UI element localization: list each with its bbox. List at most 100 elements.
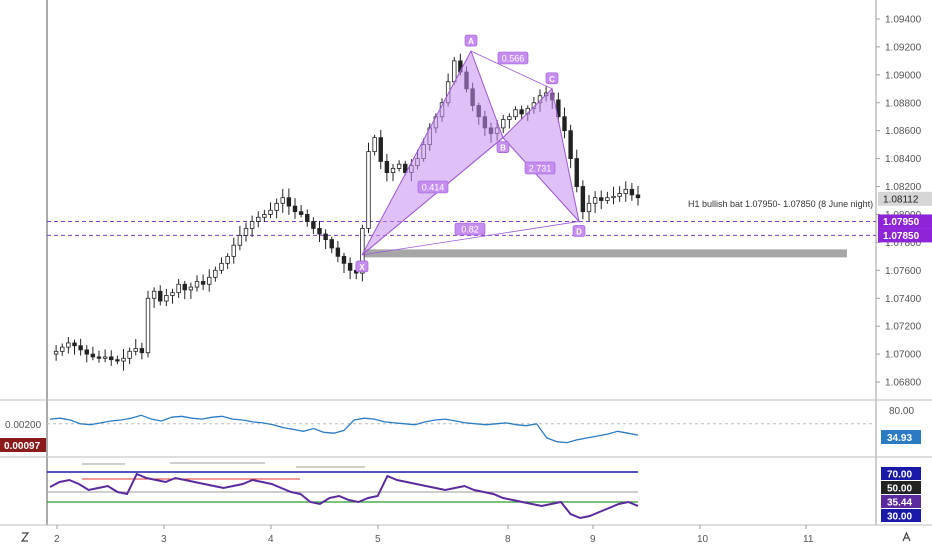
candle-up [188, 286, 194, 291]
candle-down [556, 99, 561, 118]
ind1-left-tag [0, 438, 46, 452]
candle [84, 345, 89, 363]
candle [188, 282, 194, 299]
price-tick-label: 1.06800 [885, 378, 922, 389]
time-tick-label: 10 [697, 534, 709, 545]
candle [225, 253, 230, 270]
candle-down [335, 247, 341, 257]
candle [507, 113, 512, 129]
candle [72, 339, 77, 355]
candle-up [53, 350, 59, 355]
level-lines [47, 220, 876, 236]
timezone-icon[interactable] [20, 532, 30, 542]
candle [145, 290, 151, 358]
candle-up [207, 276, 212, 285]
candle [237, 225, 243, 251]
candle [243, 222, 249, 242]
candle-up [237, 235, 243, 246]
point-label-a: A [464, 34, 478, 47]
time-tick-label: 8 [505, 534, 511, 545]
auto-scale-icon[interactable] [902, 531, 911, 542]
ind1-line [49, 414, 639, 444]
ratio-label-bg [417, 180, 449, 194]
candle [127, 347, 132, 365]
ratio-label-text: 2.731 [529, 164, 552, 174]
candle [164, 288, 169, 307]
candle-down [182, 283, 187, 291]
candle-down [635, 194, 641, 199]
candle [347, 257, 353, 280]
level-price-text: 1.07850 [883, 231, 920, 242]
candle [629, 183, 635, 201]
point-label-text: C [549, 75, 555, 84]
candle-up [145, 297, 151, 354]
candle-up [60, 346, 65, 352]
point-label-bg [355, 260, 369, 273]
point-label-bg [545, 72, 559, 85]
price-tick-label: 1.09400 [885, 14, 922, 25]
support-zone-rect [362, 249, 847, 258]
ratio-label: 0.414 [417, 180, 449, 194]
ratio-label-bg [454, 222, 486, 236]
candle [617, 186, 622, 202]
candle [305, 209, 310, 227]
candle [90, 346, 96, 361]
time-tick-label: 9 [590, 534, 596, 545]
ratio-label-text: 0.566 [502, 54, 525, 64]
candle [115, 355, 120, 365]
candle-up [396, 163, 402, 169]
candle [329, 236, 334, 254]
candle-down [562, 116, 567, 132]
candle-up [249, 221, 255, 229]
candle [78, 338, 83, 356]
candle [311, 217, 316, 234]
candle [268, 202, 273, 219]
price-tick-label: 1.07000 [885, 350, 922, 361]
candle-down [519, 109, 524, 115]
candle-down [115, 359, 120, 362]
candle-down [599, 197, 604, 201]
candle [256, 211, 261, 228]
ind1-value-text: 34.93 [887, 433, 912, 444]
candle [182, 280, 187, 300]
time-axis: 2 3 4 5 8 9 10 11 [54, 525, 814, 545]
level-price-text: 1.07950 [883, 217, 920, 228]
candle-up [102, 356, 108, 359]
candle-down [580, 186, 586, 213]
price-tick-label: 1.07400 [885, 294, 922, 305]
pattern-line-ac [470, 50, 553, 90]
candle-up [231, 244, 236, 257]
ratio-label: 0.82 [454, 222, 486, 236]
ind2-tag-text: 50.00 [887, 484, 912, 495]
candle [605, 191, 610, 204]
candle-down [305, 214, 310, 222]
candle [274, 198, 279, 219]
candle-down [341, 255, 347, 264]
candle-down [84, 349, 89, 355]
candle-up [280, 197, 285, 204]
candle [635, 185, 641, 206]
candle-down [378, 137, 383, 162]
candle-down [96, 356, 102, 359]
ind2-tag-text: 70.00 [887, 470, 912, 481]
candle [599, 190, 604, 210]
candle-down [323, 233, 328, 240]
candle-up [513, 109, 518, 118]
candle-down [568, 130, 573, 160]
price-tick-label: 1.07800 [885, 238, 922, 249]
candle-up [605, 197, 610, 201]
candle [396, 160, 402, 172]
candle-down [158, 290, 163, 302]
point-label-d: D [572, 225, 586, 237]
ind2-tag [881, 481, 921, 494]
candle [194, 275, 200, 292]
point-label-x: X [355, 260, 369, 273]
indicator-2: 70.00 50.00 35.44 30.00 [47, 462, 921, 523]
candle [501, 114, 506, 134]
candle-up [256, 216, 261, 222]
candle [133, 339, 138, 356]
candle [109, 350, 114, 366]
candle [298, 205, 304, 218]
candle [158, 285, 163, 306]
